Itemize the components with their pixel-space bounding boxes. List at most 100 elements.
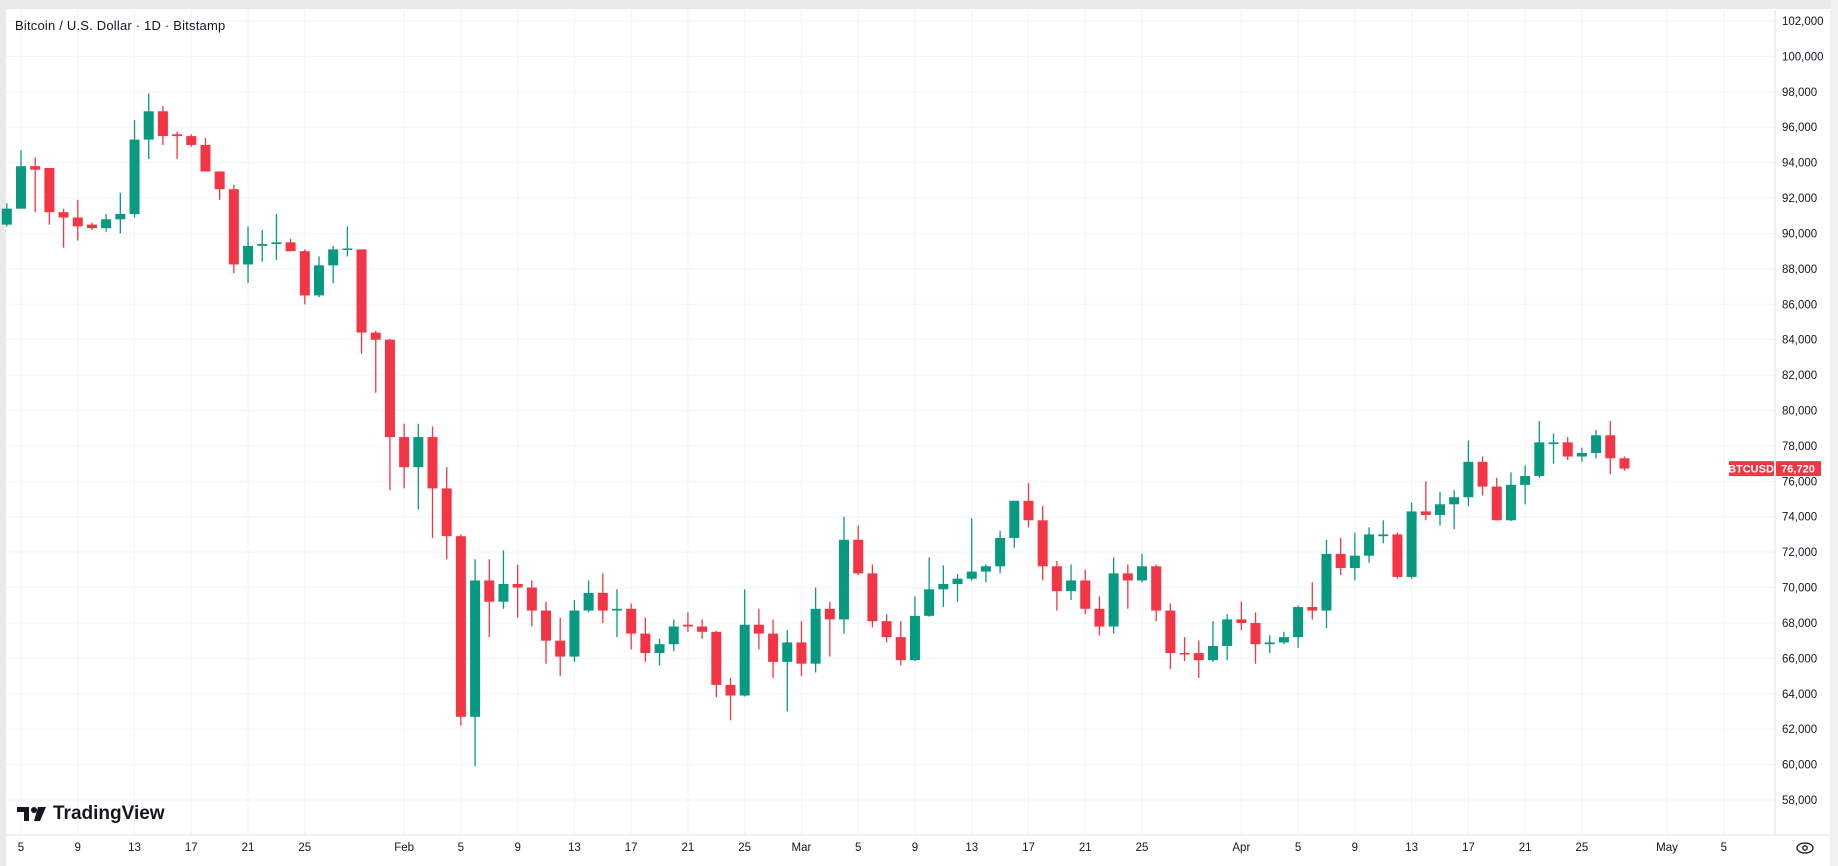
candle-03-21[interactable] bbox=[1080, 569, 1091, 615]
candle-01-27[interactable] bbox=[328, 245, 339, 284]
candle-03-27[interactable] bbox=[1165, 603, 1176, 669]
candle-01-10[interactable] bbox=[86, 222, 97, 230]
candle-02-20[interactable] bbox=[668, 619, 679, 652]
candle-03-18[interactable] bbox=[1037, 506, 1048, 581]
candle-03-29[interactable] bbox=[1193, 640, 1204, 678]
candle-03-01[interactable] bbox=[796, 621, 807, 677]
candle-02-24[interactable] bbox=[725, 677, 736, 721]
candle-03-12[interactable] bbox=[952, 574, 963, 602]
candle-03-31[interactable] bbox=[1222, 614, 1233, 661]
candle-02-02[interactable] bbox=[413, 423, 424, 510]
candle-01-05[interactable] bbox=[16, 150, 26, 209]
candle-02-17[interactable] bbox=[626, 603, 637, 650]
candle-03-04[interactable] bbox=[839, 516, 850, 634]
candle-01-26[interactable] bbox=[313, 256, 324, 298]
candle-03-23[interactable] bbox=[1108, 557, 1119, 634]
candle-01-14[interactable] bbox=[143, 93, 154, 160]
candle-04-01[interactable] bbox=[1236, 601, 1247, 631]
candle-01-20[interactable] bbox=[228, 184, 239, 274]
candle-01-04[interactable] bbox=[1, 203, 12, 227]
candle-03-13[interactable] bbox=[966, 518, 977, 581]
candle-03-30[interactable] bbox=[1207, 621, 1218, 662]
candle-02-12[interactable] bbox=[555, 617, 566, 677]
candle-02-10[interactable] bbox=[526, 580, 537, 627]
candle-02-08[interactable] bbox=[498, 550, 509, 609]
candle-01-11[interactable] bbox=[101, 213, 112, 232]
candle-03-22[interactable] bbox=[1094, 596, 1105, 636]
candle-03-19[interactable] bbox=[1051, 560, 1062, 611]
candle-04-09[interactable] bbox=[1349, 532, 1360, 581]
candle-01-22[interactable] bbox=[257, 229, 268, 262]
candle-04-08[interactable] bbox=[1335, 537, 1346, 576]
candle-02-21[interactable] bbox=[682, 612, 693, 632]
tradingview-logo[interactable]: TradingView bbox=[17, 803, 165, 825]
candle-02-23[interactable] bbox=[711, 630, 722, 698]
candle-01-07[interactable] bbox=[44, 167, 55, 225]
price-axis[interactable]: 102,000 100,000 98,000 96,000 94,000 92,000 90… bbox=[1782, 16, 1824, 807]
candle-02-27[interactable] bbox=[768, 619, 779, 678]
candle-03-25[interactable] bbox=[1137, 553, 1148, 583]
candle-03-05[interactable] bbox=[853, 525, 864, 576]
candle-04-03[interactable] bbox=[1264, 635, 1275, 654]
candle-04-28[interactable] bbox=[1619, 456, 1630, 471]
candle-02-16[interactable] bbox=[611, 589, 622, 638]
candle-04-12[interactable] bbox=[1392, 532, 1403, 579]
candle-01-17[interactable] bbox=[186, 134, 197, 147]
candle-02-11[interactable] bbox=[541, 601, 552, 664]
candle-04-18[interactable] bbox=[1477, 456, 1488, 496]
candle-01-19[interactable] bbox=[214, 171, 225, 200]
candle-02-26[interactable] bbox=[753, 608, 764, 650]
candle-01-28[interactable] bbox=[342, 226, 353, 257]
candle-03-17[interactable] bbox=[1023, 483, 1034, 528]
candle-04-25[interactable] bbox=[1576, 447, 1587, 462]
candle-04-10[interactable] bbox=[1364, 527, 1375, 563]
candle-01-25[interactable] bbox=[299, 249, 310, 305]
candle-02-09[interactable] bbox=[512, 564, 523, 618]
candle-01-18[interactable] bbox=[200, 137, 211, 172]
candle-04-13[interactable] bbox=[1406, 502, 1417, 579]
candle-03-15[interactable] bbox=[995, 530, 1006, 574]
candle-02-15[interactable] bbox=[597, 573, 608, 623]
candle-03-28[interactable] bbox=[1179, 637, 1190, 662]
candle-04-23[interactable] bbox=[1548, 433, 1559, 464]
candle-02-18[interactable] bbox=[640, 617, 651, 662]
candle-01-21[interactable] bbox=[243, 226, 254, 284]
candle-01-13[interactable] bbox=[129, 120, 140, 218]
candle-04-21[interactable] bbox=[1520, 465, 1531, 505]
candle-03-24[interactable] bbox=[1122, 564, 1133, 609]
candle-01-24[interactable] bbox=[285, 238, 296, 252]
candle-04-15[interactable] bbox=[1435, 491, 1445, 526]
candle-02-06[interactable] bbox=[470, 559, 481, 767]
candle-03-03[interactable] bbox=[824, 601, 835, 657]
candle-01-30[interactable] bbox=[370, 330, 381, 393]
candle-01-15[interactable] bbox=[157, 105, 168, 145]
candle-02-01[interactable] bbox=[399, 423, 410, 489]
candle-01-16[interactable] bbox=[172, 131, 183, 160]
candle-02-07[interactable] bbox=[484, 559, 495, 638]
candle-04-16[interactable] bbox=[1449, 490, 1460, 530]
candle-01-06[interactable] bbox=[30, 157, 41, 213]
candle-04-17[interactable] bbox=[1463, 440, 1474, 507]
candle-04-02[interactable] bbox=[1250, 612, 1261, 664]
candle-03-09[interactable] bbox=[909, 596, 920, 662]
candle-03-08[interactable] bbox=[895, 621, 906, 666]
candle-04-20[interactable] bbox=[1505, 472, 1516, 522]
candle-03-10[interactable] bbox=[924, 557, 935, 617]
candle-04-24[interactable] bbox=[1562, 437, 1573, 461]
candle-01-31[interactable] bbox=[384, 338, 395, 491]
candle-02-22[interactable] bbox=[697, 619, 708, 639]
candle-01-08[interactable] bbox=[58, 208, 69, 248]
candle-03-16[interactable] bbox=[1009, 500, 1020, 548]
candle-03-07[interactable] bbox=[881, 614, 892, 643]
candle-04-06[interactable] bbox=[1307, 582, 1318, 620]
candle-02-28[interactable] bbox=[782, 630, 793, 712]
candle-02-25[interactable] bbox=[739, 589, 750, 697]
candle-01-12[interactable] bbox=[115, 192, 126, 234]
candle-04-14[interactable] bbox=[1420, 481, 1431, 521]
candle-04-27[interactable] bbox=[1605, 421, 1616, 475]
candle-03-26[interactable] bbox=[1151, 564, 1162, 622]
time-axis[interactable]: 5 9 13 17 21 25 Feb 5 9 13 17 21 25 Mar 5 9 13 17 21 25 Apr 5… bbox=[18, 842, 1727, 854]
candle-02-03[interactable] bbox=[427, 426, 438, 538]
candle-04-26[interactable] bbox=[1591, 429, 1602, 459]
